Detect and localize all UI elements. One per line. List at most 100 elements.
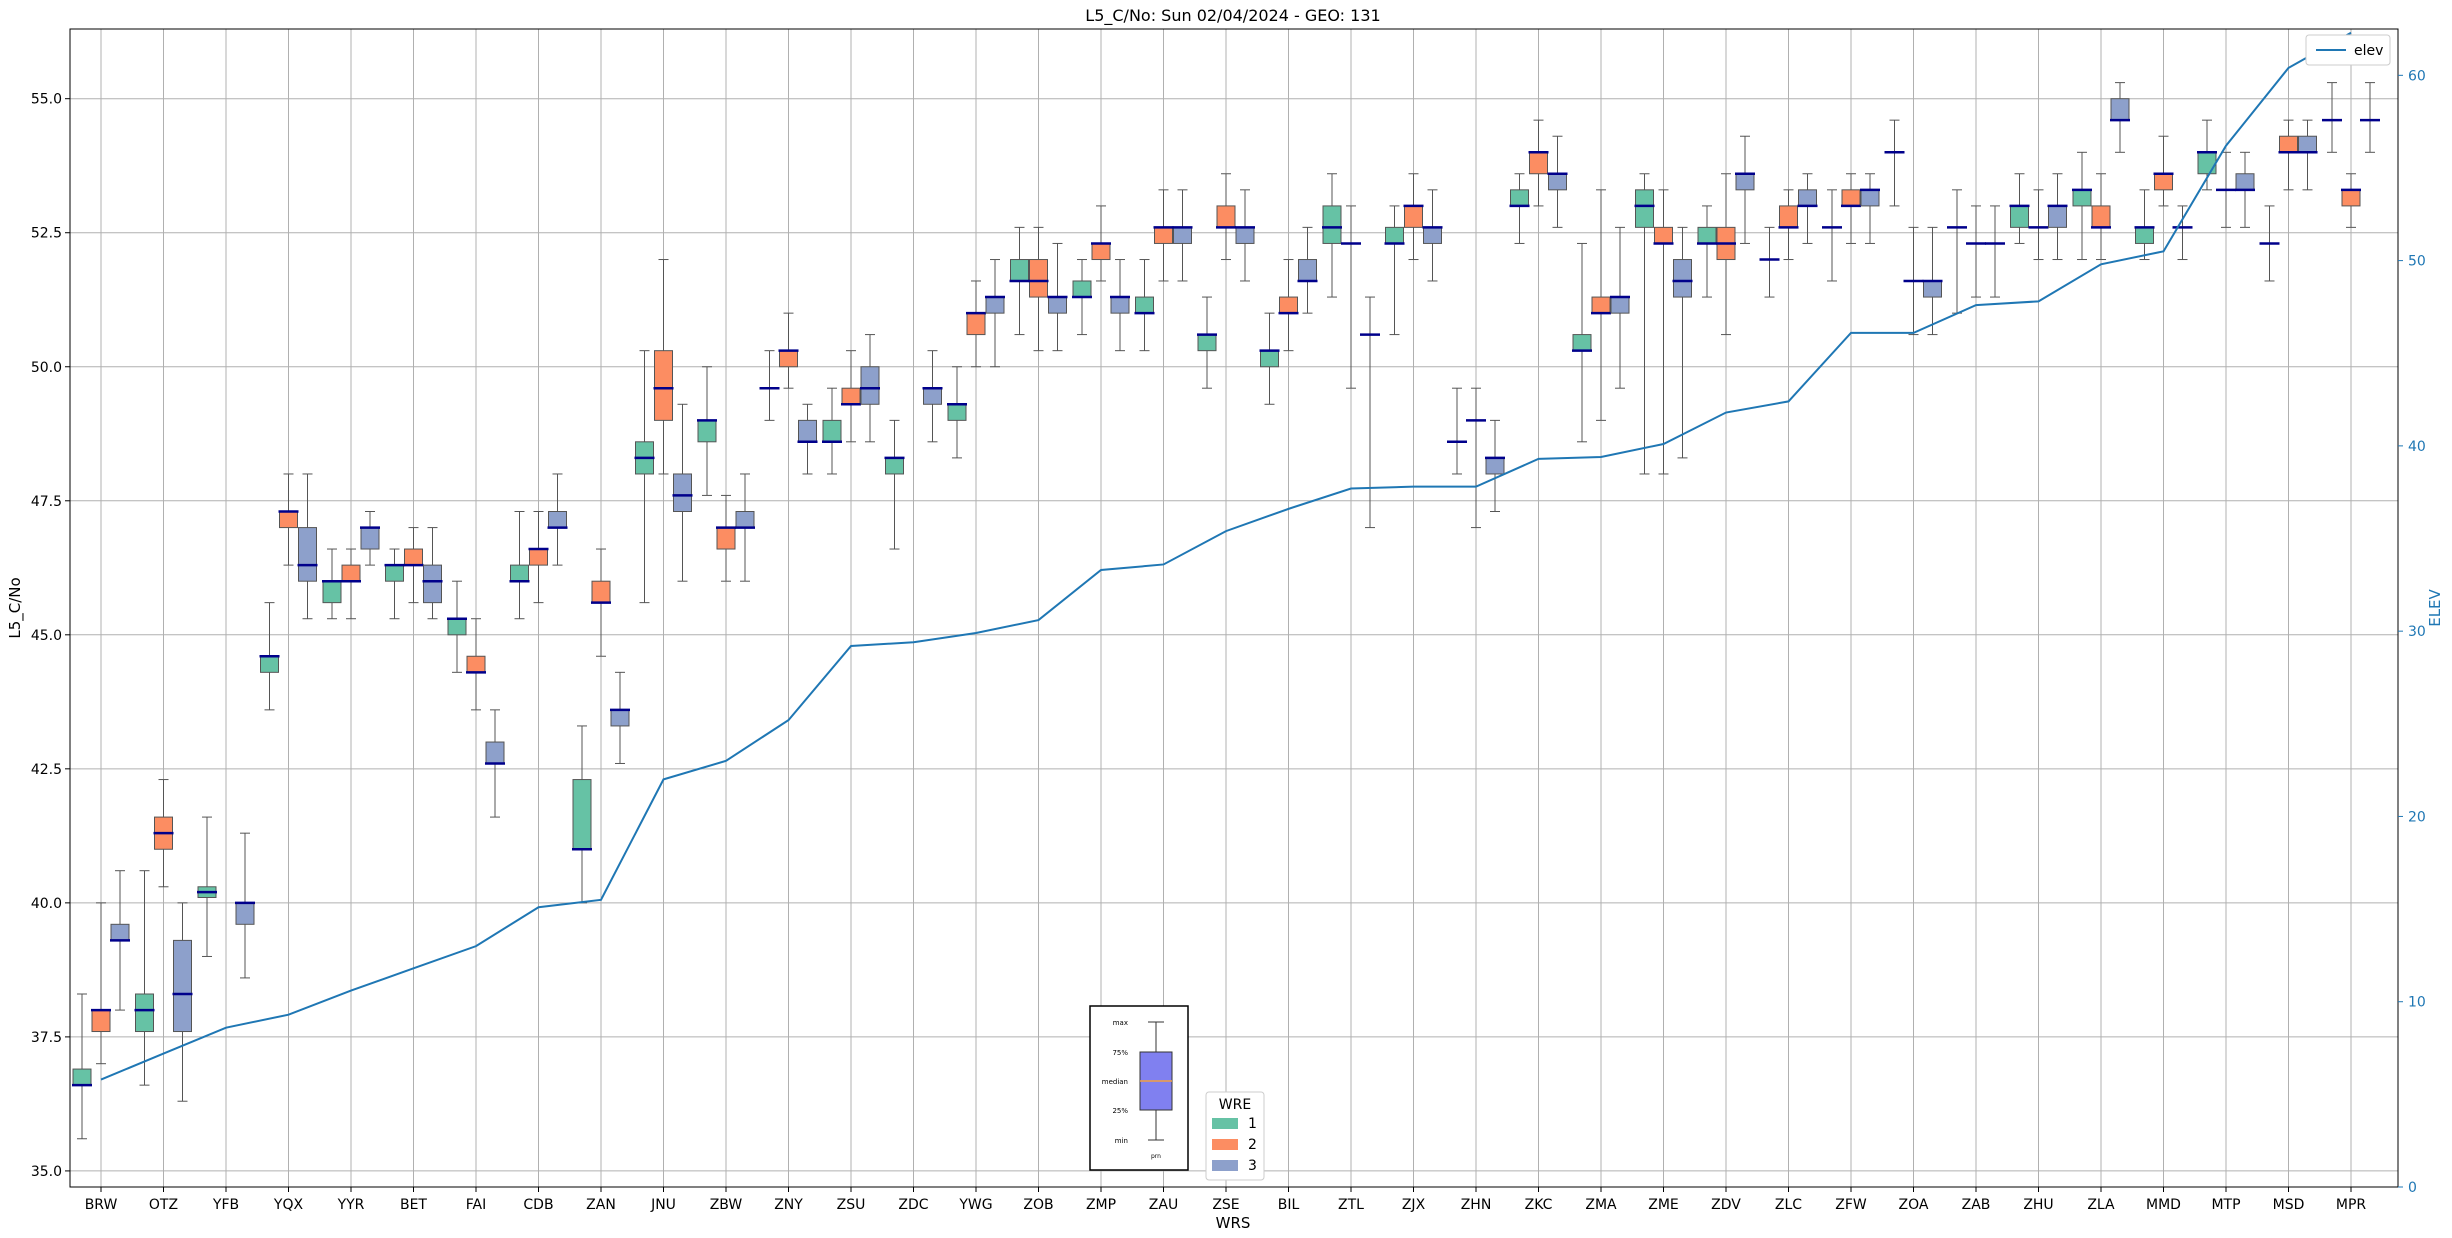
- box-wre-2-YWG: [966, 280, 986, 368]
- right-tick-label: 40: [2408, 439, 2426, 455]
- box-iqr: [1548, 173, 1567, 191]
- y-tick-label: 47.5: [31, 494, 62, 510]
- elev-legend-label: elev: [2354, 43, 2383, 59]
- x-tick-label: ZAU: [1149, 1197, 1178, 1213]
- box-iqr: [1591, 296, 1611, 314]
- box-wre-1-MSD: [2259, 205, 2280, 282]
- box-iqr: [260, 655, 279, 673]
- box-wre-2-JNU: [653, 259, 674, 475]
- box-iqr: [1798, 189, 1817, 207]
- box-wre-1-ZLA: [2072, 151, 2092, 261]
- box-iqr: [1654, 226, 1673, 244]
- box-wre-2-ZNY: [778, 312, 799, 389]
- x-tick-label: BIL: [1278, 1197, 1300, 1213]
- box-iqr: [1154, 226, 1173, 244]
- x-tick-label: BET: [400, 1197, 427, 1213]
- box-iqr: [1529, 151, 1548, 175]
- box-wre-1-YQX: [259, 602, 280, 711]
- inset-frame: [1089, 1005, 1189, 1171]
- wre-legend-title: WRE: [1219, 1097, 1251, 1113]
- x-tick-label: ZOB: [1023, 1197, 1053, 1213]
- box-iqr: [1779, 205, 1798, 228]
- box-iqr: [2154, 173, 2173, 191]
- box-iqr: [91, 1009, 111, 1033]
- box-wre-1-YWG: [947, 366, 967, 459]
- box-wre-3-ZKC: [1547, 135, 1568, 228]
- box-wre-1-FAI: [447, 580, 467, 673]
- y-axis-label: L5_C/No: [6, 577, 25, 638]
- box-iqr: [548, 511, 567, 529]
- y-tick-label: 37.5: [31, 1030, 62, 1046]
- box-iqr: [2197, 151, 2217, 175]
- box-iqr: [1923, 280, 1942, 298]
- x-tick-label: MPR: [2336, 1197, 2367, 1213]
- box-iqr: [2279, 135, 2298, 153]
- inset-caption: prn: [1151, 1153, 1161, 1160]
- box-wre-2-FAI: [466, 618, 486, 711]
- wre-legend-label-3: 3: [1248, 1158, 1257, 1174]
- x-tick-label: YWG: [958, 1197, 992, 1213]
- box-wre-3-YFB: [235, 832, 255, 979]
- box-wre-2-ZHN: [1466, 387, 1486, 529]
- x-tick-label: ZHU: [2023, 1197, 2053, 1213]
- box-iqr: [385, 564, 404, 582]
- wre-legend-frame: [1205, 1091, 1265, 1181]
- x-axis-ticks: BRW OTZ YFB YQX YYR BET FAI CDB ZAN JNU ZBW ZNY ZSU Z…: [85, 1187, 2367, 1213]
- box-wre-1-ZJX: [1384, 205, 1405, 336]
- box-wre-1-ZSU: [822, 387, 842, 475]
- x-tick-label: ZAB: [1962, 1197, 1991, 1213]
- box-iqr: [673, 473, 692, 513]
- x-tick-label: ZFW: [1835, 1197, 1867, 1213]
- box-wre-3-ZME: [1672, 226, 1693, 459]
- x-tick-label: ZLA: [2087, 1197, 2115, 1213]
- box-wre-1-ZDV: [1697, 205, 1717, 298]
- right-tick-label: 30: [2408, 624, 2426, 640]
- grid-lines: [70, 29, 2398, 1187]
- x-tick-label: FAI: [466, 1197, 486, 1213]
- x-tick-label: ZSE: [1212, 1197, 1239, 1213]
- box-iqr: [466, 655, 486, 673]
- box-wre-2-MTP: [2216, 151, 2236, 228]
- box-wre-1-BRW: [72, 993, 92, 1140]
- box-wre-1-MPR: [2322, 82, 2342, 153]
- box-wre-2-MPR: [2341, 173, 2361, 228]
- x-tick-label: ZSU: [837, 1197, 866, 1213]
- x-tick-label: ZAN: [586, 1197, 616, 1213]
- wre-legend-label-2: 2: [1248, 1137, 1257, 1153]
- x-tick-label: YFB: [212, 1197, 239, 1213]
- box-iqr: [697, 419, 717, 443]
- x-tick-label: MSD: [2273, 1197, 2305, 1213]
- box-iqr: [279, 511, 298, 529]
- right-axis-label: ELEV: [2426, 588, 2444, 626]
- box-wre-3-ZSU: [860, 334, 880, 443]
- right-tick-label: 10: [2408, 995, 2426, 1011]
- box-iqr: [2341, 189, 2361, 207]
- box-wre-3-ZSE: [1235, 189, 1255, 282]
- box-wre-3-ZMA: [1610, 226, 1630, 389]
- box-wre-2-ZAU: [1153, 189, 1174, 282]
- inset-label-max: max: [1113, 1019, 1128, 1027]
- box-iqr: [1673, 259, 1692, 298]
- y-tick-label: 45.0: [31, 628, 62, 644]
- inset-label-min: min: [1115, 1137, 1128, 1145]
- box-wre-1-YYR: [322, 548, 342, 620]
- box-iqr: [1404, 205, 1423, 228]
- box-iqr: [2072, 189, 2092, 207]
- y-tick-label: 52.5: [31, 226, 62, 242]
- box-wre-1-ZAU: [1134, 259, 1155, 352]
- box-iqr: [2110, 98, 2130, 121]
- box-wre-2-ZTL: [1341, 205, 1361, 389]
- box-wre-3-ZMP: [1110, 259, 1130, 352]
- box-wre-1-ZME: [1634, 173, 1655, 475]
- x-tick-label: ZMA: [1585, 1197, 1617, 1213]
- box-wre-1-MMD: [2134, 189, 2155, 261]
- box-iqr: [1091, 242, 1111, 261]
- box-iqr: [1423, 226, 1442, 244]
- box-wre-1-ZAB: [1947, 189, 1967, 314]
- box-wre-2-ZSE: [1216, 173, 1236, 261]
- right-tick-label: 50: [2408, 254, 2426, 270]
- box-wre-3-ZAN: [610, 671, 630, 764]
- box-iqr: [735, 511, 755, 529]
- box-iqr: [572, 779, 592, 850]
- box-wre-2-CDB: [528, 511, 549, 604]
